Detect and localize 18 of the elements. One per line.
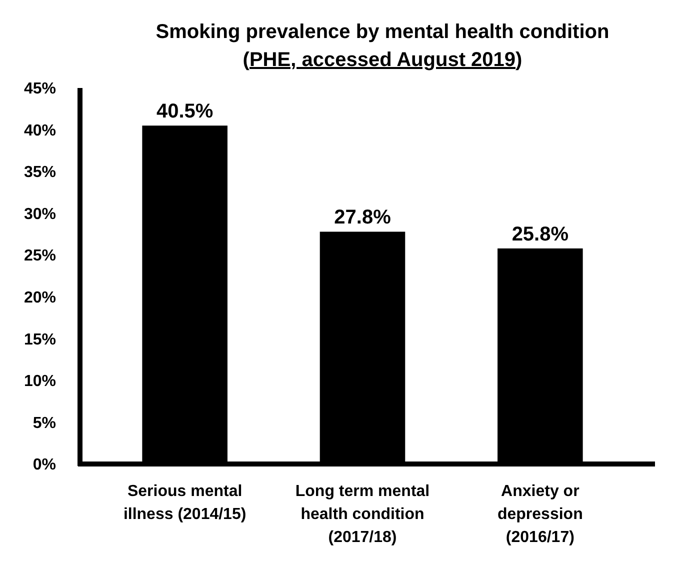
y-tick-label: 15% <box>24 331 56 348</box>
y-tick-label: 20% <box>24 289 56 306</box>
y-tick-label: 35% <box>24 164 56 182</box>
chart-subtitle: (PHE, accessed August 2019) <box>242 49 522 71</box>
y-tick-label: 30% <box>24 206 56 223</box>
chart-title: Smoking prevalence by mental health condition <box>156 21 610 43</box>
data-label: 27.8% <box>334 206 392 229</box>
y-tick-label: 45% <box>24 80 56 98</box>
y-tick-label: 25% <box>24 248 56 265</box>
y-tick-label: 5% <box>32 414 56 432</box>
x-tick-label: Anxiety or depression (2016/17) <box>497 483 583 546</box>
data-label: 25.8% <box>512 223 569 246</box>
y-tick-label: 0% <box>32 456 56 474</box>
y-tick-label: 10% <box>24 373 56 390</box>
y-tick-label: 40% <box>24 122 56 140</box>
x-tick-label: Long term mental health condition (2017/18) <box>295 483 430 546</box>
x-tick-label: Serious mental illness (2014/15) <box>123 483 246 523</box>
data-label: 40.5% <box>156 100 214 123</box>
